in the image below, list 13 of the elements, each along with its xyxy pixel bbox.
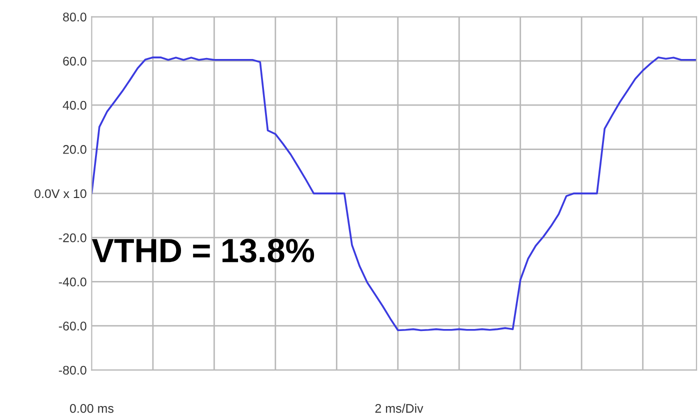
y-tick-label: -80.0 — [58, 366, 86, 375]
y-tick-label: 80.0 — [63, 12, 86, 22]
y-tick-label: 60.0 — [63, 56, 86, 66]
annotation: VTHD = 13.8% — [92, 238, 314, 262]
line-series — [92, 56, 696, 332]
y-tick-label: -60.0 — [58, 322, 86, 331]
y-tick-label: 0.0V x 10 — [34, 189, 86, 198]
y-tick-label: -20.0 — [58, 233, 86, 242]
y-tick-label: -40.0 — [58, 278, 86, 286]
y-tick-label: 40.0 — [62, 100, 86, 110]
text: 2 ms/Div — [375, 404, 424, 413]
text: 0.00 ms — [70, 404, 114, 413]
y-tick-label: 20.0 — [63, 145, 86, 154]
